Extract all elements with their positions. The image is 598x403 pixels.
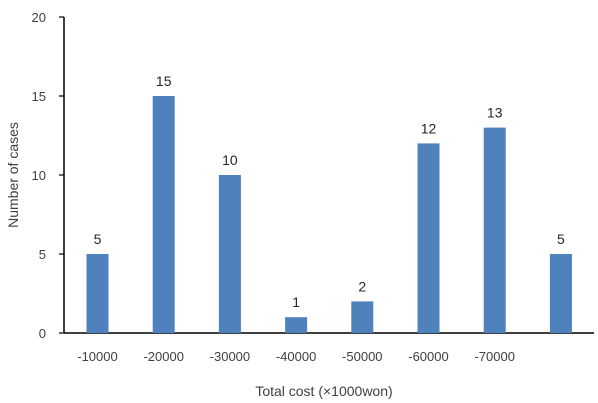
data-label: 13	[487, 105, 503, 121]
y-tick-label: 15	[32, 89, 46, 104]
data-label: 2	[358, 278, 366, 294]
x-tick-label: -10000	[77, 349, 117, 364]
x-axis-ticks: -10000 -20000 -30000 -40000 -50000 -60000 -700…	[77, 349, 515, 364]
x-tick-label: -30000	[210, 349, 250, 364]
data-label: 15	[156, 73, 172, 89]
bar	[351, 301, 374, 333]
x-tick-label: -40000	[276, 349, 316, 364]
data-label: 5	[557, 231, 565, 247]
x-tick-label: -60000	[408, 349, 448, 364]
data-label: 12	[421, 120, 437, 136]
data-label: 5	[94, 231, 102, 247]
bar	[86, 254, 109, 333]
bar	[152, 96, 175, 333]
bar	[549, 254, 572, 333]
bar	[417, 143, 440, 333]
bar	[483, 127, 506, 333]
y-axis-ticks: 0 5 10 15 20	[32, 10, 64, 341]
y-tick-label: 10	[32, 168, 46, 183]
bar	[218, 175, 241, 333]
y-tick-label: 5	[39, 247, 46, 262]
data-label: 10	[222, 152, 238, 168]
x-tick-label: -20000	[143, 349, 183, 364]
bar	[285, 317, 308, 333]
x-axis-label: Total cost (×1000won)	[255, 383, 392, 399]
data-label: 1	[292, 294, 300, 310]
y-tick-label: 20	[32, 10, 46, 25]
y-axis-label: Number of cases	[5, 122, 21, 228]
x-tick-label: -50000	[342, 349, 382, 364]
bars	[86, 96, 572, 333]
y-tick-label: 0	[39, 326, 46, 341]
x-tick-label: -70000	[474, 349, 514, 364]
plot-frame	[63, 17, 594, 334]
